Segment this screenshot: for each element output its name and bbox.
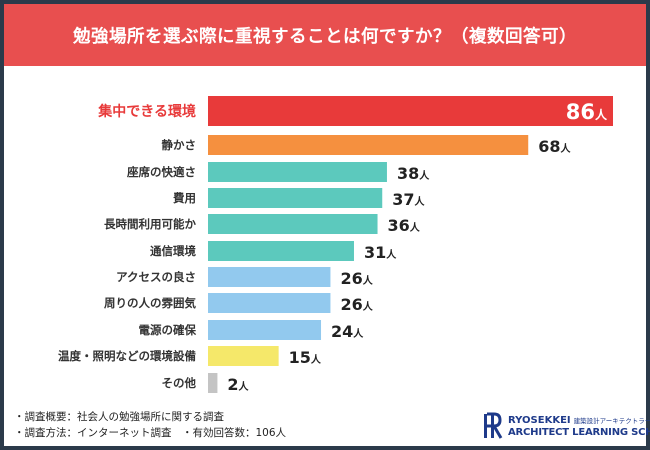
logo-mark-icon	[484, 412, 503, 439]
category-label: 周りの人の雰囲気	[104, 296, 196, 310]
bar	[208, 188, 383, 208]
category-label: 静かさ	[162, 138, 197, 152]
bar	[208, 162, 387, 182]
header-banner: 勉強場所を選ぶ際に重視することは何ですか？（複数回答可）	[4, 4, 646, 66]
value-label: 15人	[289, 348, 322, 367]
logo-brand-subtitle: 建築設計アーキテクトラーニング	[573, 416, 650, 425]
bar	[208, 135, 529, 155]
survey-notes: ・調査概要：社会人の勉強場所に関する調査 ・調査方法：インターネット調査 ・有効…	[14, 409, 286, 441]
survey-note-overview: ・調査概要：社会人の勉強場所に関する調査	[14, 411, 224, 423]
value-label: 86人	[566, 100, 608, 124]
category-label: 費用	[173, 191, 196, 205]
value-label: 24人	[331, 322, 364, 341]
value-label: 68人	[538, 137, 571, 156]
bar	[208, 293, 331, 313]
chart-title: 勉強場所を選ぶ際に重視することは何ですか？（複数回答可）	[73, 26, 577, 47]
infographic-panel: 勉強場所を選ぶ際に重視することは何ですか？（複数回答可） 集中できる環境 86人静…	[4, 4, 650, 446]
category-label: 集中できる環境	[97, 103, 196, 120]
value-label: 26人	[340, 269, 373, 288]
bar	[208, 320, 322, 340]
value-label: 36人	[388, 216, 421, 235]
bar	[208, 346, 279, 366]
category-label: 通信環境	[150, 244, 196, 258]
value-label: 26人	[340, 295, 373, 314]
category-label: アクセスの良さ	[116, 270, 196, 284]
category-label: その他	[162, 376, 197, 390]
brand-logo: RYOSEKKEI建築設計アーキテクトラーニング ARCHITECT LEARN…	[482, 412, 650, 440]
bar	[208, 373, 218, 393]
value-label: 31人	[364, 243, 397, 262]
category-label: 座席の快適さ	[126, 165, 196, 179]
bar	[208, 241, 354, 261]
bar	[208, 96, 613, 126]
logo-school-name: ARCHITECT LEARNING SCHOOL	[508, 426, 650, 438]
category-label: 温度・照明などの環境設備	[58, 349, 196, 363]
logo-brand-name: RYOSEKKEI	[508, 414, 571, 426]
survey-note-method: ・調査方法：インターネット調査 ・有効回答数：106人	[14, 427, 287, 439]
value-label: 2人	[227, 375, 249, 394]
category-label: 電源の確保	[139, 323, 197, 337]
bar	[208, 267, 331, 287]
value-label: 37人	[392, 190, 425, 209]
value-label: 38人	[397, 164, 430, 183]
bar	[208, 214, 378, 234]
category-label: 長時間利用可能か	[104, 217, 196, 231]
